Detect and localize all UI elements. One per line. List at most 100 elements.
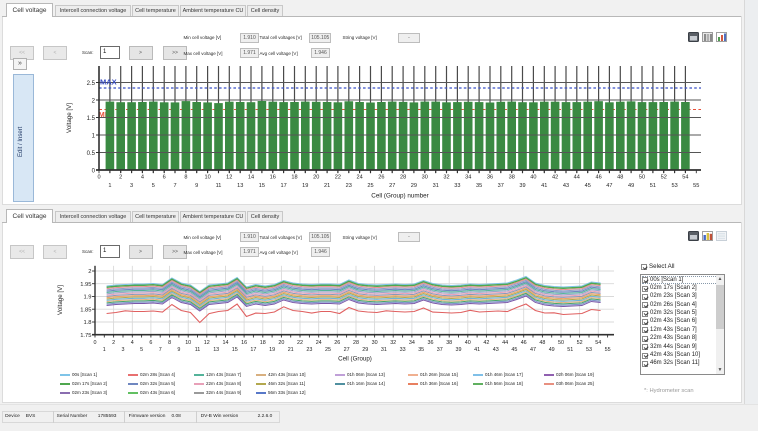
svg-text:3: 3 (122, 347, 125, 353)
svg-text:23: 23 (306, 347, 312, 353)
svg-text:43: 43 (493, 347, 499, 353)
svg-text:13: 13 (237, 183, 243, 189)
svg-text:55: 55 (605, 347, 611, 353)
svg-text:30: 30 (422, 174, 428, 180)
svg-text:51: 51 (567, 347, 573, 353)
svg-text:32: 32 (443, 174, 449, 180)
svg-text:36: 36 (487, 174, 493, 180)
svg-text:46: 46 (595, 174, 601, 180)
svg-text:13: 13 (213, 347, 219, 353)
svg-text:7: 7 (173, 183, 176, 189)
svg-text:Cell (Group) number: Cell (Group) number (371, 193, 428, 200)
svg-text:12: 12 (204, 340, 210, 346)
svg-text:44: 44 (574, 174, 580, 180)
svg-text:2: 2 (92, 98, 96, 104)
svg-text:15: 15 (259, 183, 265, 189)
svg-text:20: 20 (278, 340, 284, 346)
svg-text:11: 11 (216, 183, 222, 189)
svg-text:31: 31 (381, 347, 387, 353)
svg-text:29: 29 (411, 183, 417, 189)
svg-text:25: 25 (325, 347, 331, 353)
svg-text:1.75: 1.75 (80, 333, 91, 339)
svg-text:46: 46 (521, 340, 527, 346)
svg-text:16: 16 (270, 174, 276, 180)
svg-text:16: 16 (241, 340, 247, 346)
svg-text:11: 11 (195, 347, 201, 353)
svg-text:27: 27 (389, 183, 395, 189)
svg-text:48: 48 (539, 340, 545, 346)
svg-text:30: 30 (372, 340, 378, 346)
svg-text:5: 5 (152, 183, 155, 189)
svg-text:45: 45 (585, 183, 591, 189)
svg-text:32: 32 (390, 340, 396, 346)
svg-text:26: 26 (378, 174, 384, 180)
svg-text:53: 53 (671, 183, 677, 189)
svg-text:48: 48 (617, 174, 623, 180)
svg-text:18: 18 (291, 174, 297, 180)
svg-text:6: 6 (149, 340, 152, 346)
svg-text:19: 19 (269, 347, 275, 353)
svg-text:25: 25 (367, 183, 373, 189)
svg-text:8: 8 (168, 340, 171, 346)
svg-text:0.5: 0.5 (87, 151, 96, 157)
svg-text:27: 27 (344, 347, 350, 353)
svg-text:23: 23 (346, 183, 352, 189)
svg-text:43: 43 (563, 183, 569, 189)
svg-text:21: 21 (288, 347, 294, 353)
svg-text:35: 35 (476, 183, 482, 189)
svg-text:38: 38 (446, 340, 452, 346)
svg-text:34: 34 (465, 174, 471, 180)
svg-text:12: 12 (226, 174, 232, 180)
svg-text:28: 28 (353, 340, 359, 346)
svg-text:51: 51 (650, 183, 656, 189)
svg-text:MAX: MAX (100, 78, 117, 87)
svg-text:22: 22 (335, 174, 341, 180)
svg-text:40: 40 (465, 340, 471, 346)
svg-text:53: 53 (586, 347, 592, 353)
svg-text:19: 19 (302, 183, 308, 189)
svg-text:24: 24 (316, 340, 322, 346)
svg-text:54: 54 (682, 174, 688, 180)
svg-text:1: 1 (108, 183, 111, 189)
svg-text:47: 47 (606, 183, 612, 189)
svg-text:39: 39 (519, 183, 525, 189)
svg-text:37: 37 (498, 183, 504, 189)
svg-text:31: 31 (433, 183, 439, 189)
svg-text:14: 14 (223, 340, 229, 346)
svg-text:17: 17 (250, 347, 256, 353)
svg-text:4: 4 (131, 340, 134, 346)
svg-text:45: 45 (511, 347, 517, 353)
svg-text:1.95: 1.95 (80, 282, 91, 288)
svg-text:29: 29 (362, 347, 368, 353)
svg-text:47: 47 (530, 347, 536, 353)
svg-text:33: 33 (454, 183, 460, 189)
svg-text:44: 44 (502, 340, 508, 346)
svg-text:37: 37 (437, 347, 443, 353)
svg-text:1: 1 (92, 133, 96, 139)
svg-text:2: 2 (119, 174, 122, 180)
svg-text:42: 42 (483, 340, 489, 346)
svg-text:28: 28 (400, 174, 406, 180)
svg-text:Cell (Group): Cell (Group) (338, 356, 372, 363)
svg-text:9: 9 (195, 183, 198, 189)
svg-text:Voltage [V]: Voltage [V] (66, 103, 73, 133)
svg-text:2: 2 (88, 269, 91, 275)
svg-text:49: 49 (628, 183, 634, 189)
svg-text:33: 33 (400, 347, 406, 353)
svg-text:MIN: MIN (99, 110, 113, 119)
svg-text:35: 35 (418, 347, 424, 353)
svg-text:9: 9 (177, 347, 180, 353)
svg-text:38: 38 (509, 174, 515, 180)
svg-text:8: 8 (184, 174, 187, 180)
svg-text:50: 50 (639, 174, 645, 180)
svg-text:1.85: 1.85 (80, 307, 91, 313)
svg-text:36: 36 (428, 340, 434, 346)
svg-text:20: 20 (313, 174, 319, 180)
svg-text:39: 39 (456, 347, 462, 353)
svg-text:15: 15 (232, 347, 238, 353)
svg-text:4: 4 (141, 174, 144, 180)
svg-text:55: 55 (693, 183, 699, 189)
svg-text:42: 42 (552, 174, 558, 180)
svg-text:7: 7 (159, 347, 162, 353)
svg-text:Voltage [V]: Voltage [V] (57, 285, 64, 315)
